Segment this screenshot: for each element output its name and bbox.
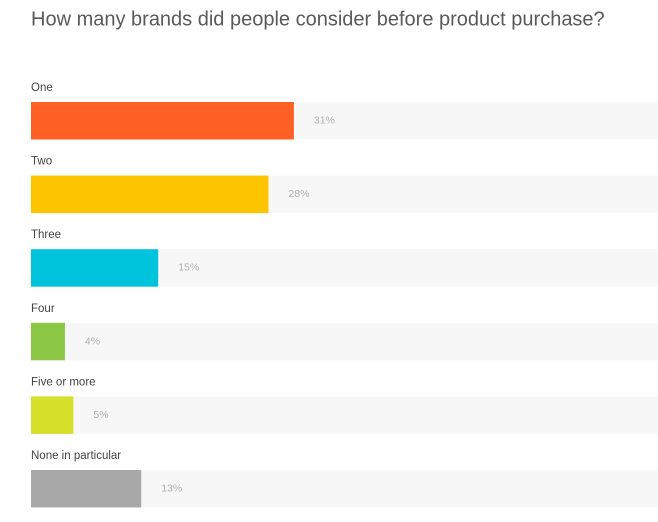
value-label: 15% xyxy=(178,262,199,274)
bar-track xyxy=(31,322,658,361)
category-label: Two xyxy=(31,156,52,168)
value-label: 5% xyxy=(93,409,108,421)
bar xyxy=(31,102,294,140)
bar xyxy=(31,396,74,434)
bar xyxy=(31,470,142,508)
category-label: Four xyxy=(31,303,55,315)
category-label: One xyxy=(31,82,53,94)
category-label: Three xyxy=(31,229,61,241)
bar xyxy=(31,175,269,214)
chart-title: How many brands did people consider befo… xyxy=(31,8,605,30)
bar-track xyxy=(31,396,658,434)
category-label: None in particular xyxy=(31,450,121,462)
value-label: 28% xyxy=(288,188,309,200)
bar xyxy=(31,249,159,287)
value-label: 31% xyxy=(314,115,335,127)
value-label: 4% xyxy=(85,335,100,347)
bar xyxy=(31,322,65,361)
category-label: Five or more xyxy=(31,376,96,388)
value-label: 13% xyxy=(161,483,182,495)
